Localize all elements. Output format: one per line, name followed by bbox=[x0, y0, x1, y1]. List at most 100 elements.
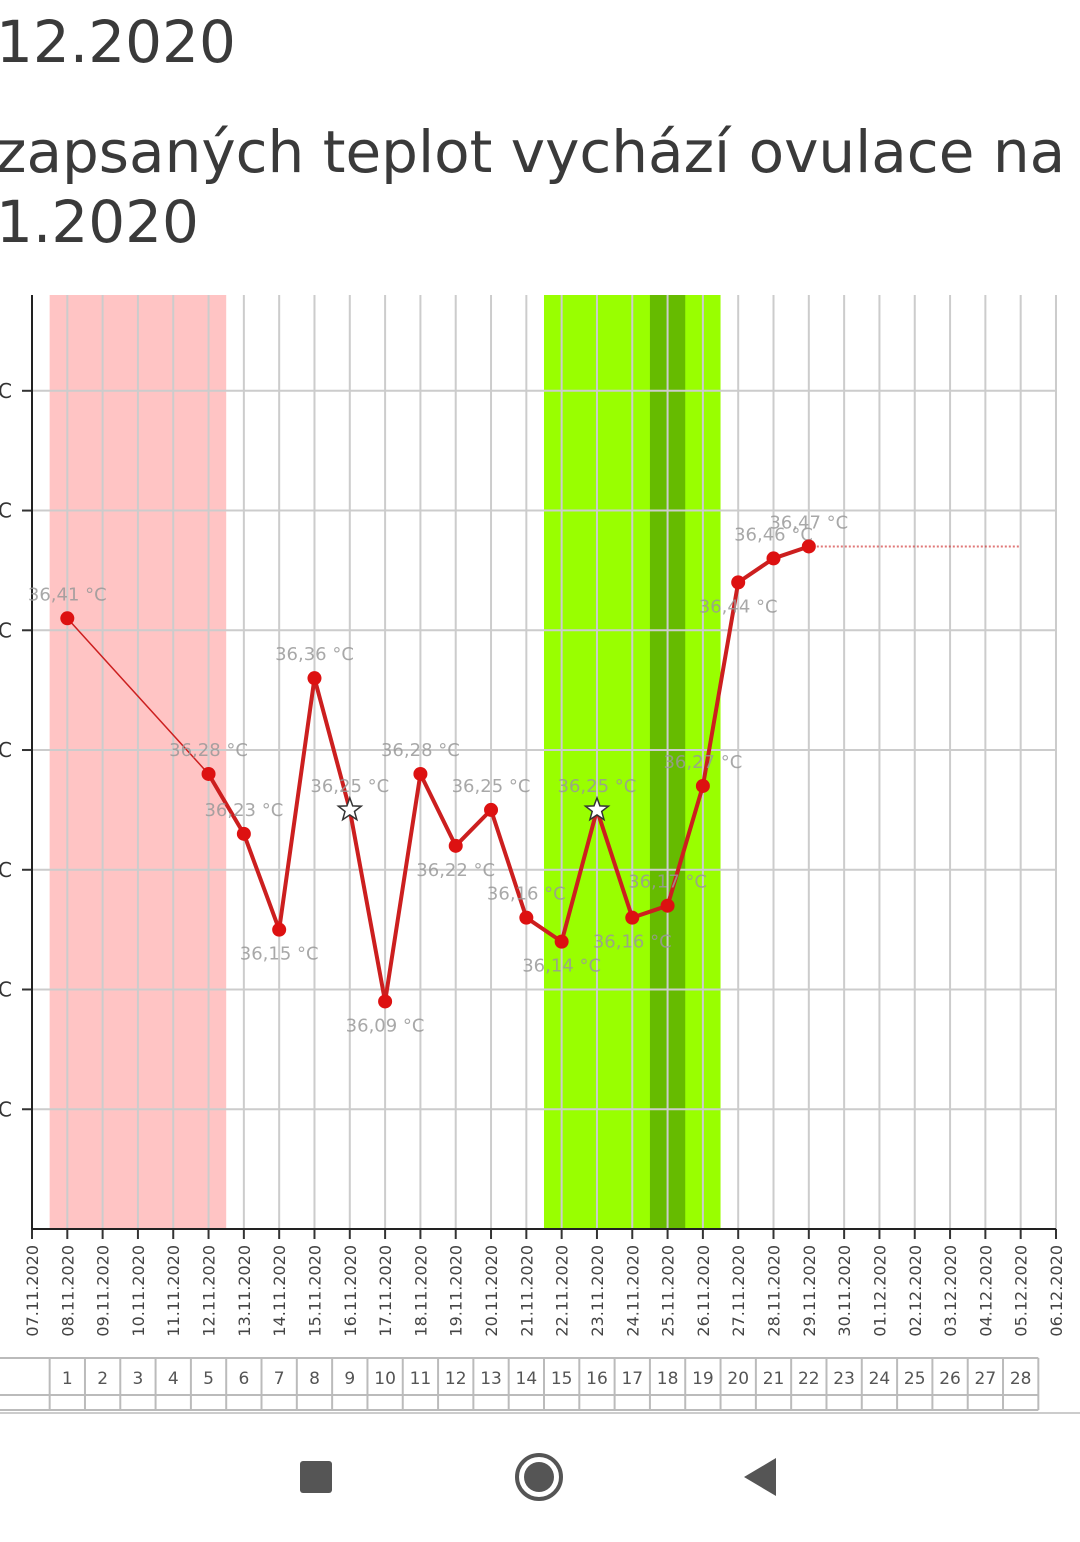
y-tick-label: C bbox=[0, 978, 12, 1002]
point bbox=[60, 611, 75, 626]
value-label: 36,28 °C bbox=[169, 740, 248, 761]
cycle-day: 11 bbox=[410, 1369, 432, 1389]
x-tick-label: 06.12.2020 bbox=[1047, 1245, 1066, 1337]
x-tick-label: 12.11.2020 bbox=[200, 1245, 219, 1337]
value-label: 36,17 °C bbox=[628, 872, 707, 893]
value-label: 36,47 °C bbox=[769, 512, 848, 533]
x-tick-label: 23.11.2020 bbox=[588, 1245, 607, 1337]
point bbox=[484, 802, 499, 817]
point bbox=[519, 910, 534, 925]
cycle-day: 15 bbox=[551, 1369, 573, 1389]
star-point bbox=[336, 795, 364, 822]
cycle-day: 1 bbox=[62, 1369, 73, 1389]
x-tick-label: 18.11.2020 bbox=[411, 1245, 430, 1337]
point bbox=[236, 826, 251, 841]
point bbox=[307, 671, 322, 686]
x-tick-label: 25.11.2020 bbox=[659, 1245, 678, 1337]
cycle-day: 16 bbox=[586, 1369, 608, 1389]
x-tick-label: 07.11.2020 bbox=[23, 1245, 42, 1337]
gap-connector bbox=[66, 617, 210, 775]
x-tick-label: 09.11.2020 bbox=[94, 1245, 113, 1337]
point bbox=[766, 551, 781, 566]
x-tick-label: 05.12.2020 bbox=[1012, 1245, 1031, 1337]
cycle-day: 25 bbox=[904, 1369, 926, 1389]
value-label: 36,27 °C bbox=[663, 752, 742, 773]
cycle-day: 14 bbox=[516, 1369, 538, 1389]
cycle-day: 28 bbox=[1010, 1369, 1032, 1389]
cycle-day: 6 bbox=[238, 1369, 249, 1389]
cycle-day: 9 bbox=[344, 1369, 355, 1389]
x-tick-label: 30.11.2020 bbox=[835, 1245, 854, 1337]
cycle-day: 24 bbox=[869, 1369, 891, 1389]
back-button[interactable] bbox=[744, 1458, 776, 1496]
y-tick-label: C bbox=[0, 618, 12, 642]
cycle-day: 21 bbox=[763, 1369, 785, 1389]
x-tick-label: 14.11.2020 bbox=[270, 1245, 289, 1337]
value-label: 36,09 °C bbox=[346, 1015, 425, 1036]
x-tick-label: 21.11.2020 bbox=[517, 1245, 536, 1337]
recents-button[interactable] bbox=[300, 1461, 332, 1493]
x-tick-label: 11.11.2020 bbox=[164, 1245, 183, 1337]
value-label: 36,23 °C bbox=[204, 800, 283, 821]
value-label: 36,44 °C bbox=[699, 596, 778, 617]
y-tick-label: C bbox=[0, 499, 12, 523]
home-button[interactable] bbox=[515, 1453, 563, 1501]
value-label: 36,16 °C bbox=[593, 932, 672, 953]
home-button-dot bbox=[524, 1462, 554, 1492]
header-date2: 1.2020 bbox=[0, 188, 199, 256]
x-tick-label: 16.11.2020 bbox=[341, 1245, 360, 1337]
x-tick-label: 22.11.2020 bbox=[553, 1245, 572, 1337]
x-tick-label: 28.11.2020 bbox=[765, 1245, 784, 1337]
value-label: 36,22 °C bbox=[416, 860, 495, 881]
point bbox=[272, 922, 287, 937]
value-label: 36,25 °C bbox=[452, 776, 531, 797]
point bbox=[731, 575, 746, 590]
x-tick-label: 04.12.2020 bbox=[976, 1245, 995, 1337]
x-tick-label: 01.12.2020 bbox=[870, 1245, 889, 1337]
cycle-day: 13 bbox=[480, 1369, 502, 1389]
cycle-day: 20 bbox=[727, 1369, 749, 1389]
cycle-day: 27 bbox=[975, 1369, 997, 1389]
value-label: 36,25 °C bbox=[558, 776, 637, 797]
star-point bbox=[583, 795, 611, 822]
x-tick-label: 08.11.2020 bbox=[58, 1245, 77, 1337]
cycle-day: 18 bbox=[657, 1369, 679, 1389]
point bbox=[448, 838, 463, 853]
x-tick-label: 15.11.2020 bbox=[305, 1245, 324, 1337]
x-tick-label: 10.11.2020 bbox=[129, 1245, 148, 1337]
x-tick-label: 24.11.2020 bbox=[623, 1245, 642, 1337]
cycle-day: 2 bbox=[97, 1369, 108, 1389]
y-tick-label: C bbox=[0, 858, 12, 882]
cycle-day: 19 bbox=[692, 1369, 714, 1389]
cycle-day: 17 bbox=[621, 1369, 643, 1389]
x-tick-label: 13.11.2020 bbox=[235, 1245, 254, 1337]
value-label: 36,41 °C bbox=[28, 584, 107, 605]
y-tick-label: C bbox=[0, 1097, 12, 1121]
cycle-day: 3 bbox=[133, 1369, 144, 1389]
line bbox=[206, 544, 810, 1004]
x-tick-label: 27.11.2020 bbox=[729, 1245, 748, 1337]
cycle-day: 22 bbox=[798, 1369, 820, 1389]
header-text: zapsaných teplot vychází ovulace na bbox=[0, 118, 1066, 186]
x-tick-label: 29.11.2020 bbox=[800, 1245, 819, 1337]
point bbox=[554, 934, 569, 949]
point bbox=[801, 539, 816, 554]
point bbox=[201, 766, 216, 781]
cycle-day: 8 bbox=[309, 1369, 320, 1389]
cycle-day: 10 bbox=[374, 1369, 396, 1389]
value-label: 36,46 °C bbox=[734, 524, 813, 545]
cycle-day: 12 bbox=[445, 1369, 467, 1389]
point bbox=[378, 994, 393, 1009]
cycle-day: 7 bbox=[274, 1369, 285, 1389]
x-tick-label: 03.12.2020 bbox=[941, 1245, 960, 1337]
point bbox=[413, 766, 428, 781]
x-tick-label: 20.11.2020 bbox=[482, 1245, 501, 1337]
cycle-day: 5 bbox=[203, 1369, 214, 1389]
cycle-day: 23 bbox=[833, 1369, 855, 1389]
point bbox=[625, 910, 640, 925]
x-tick-label: 19.11.2020 bbox=[447, 1245, 466, 1337]
value-label: 36,28 °C bbox=[381, 740, 460, 761]
point bbox=[660, 898, 675, 913]
cycle-day: 26 bbox=[939, 1369, 961, 1389]
